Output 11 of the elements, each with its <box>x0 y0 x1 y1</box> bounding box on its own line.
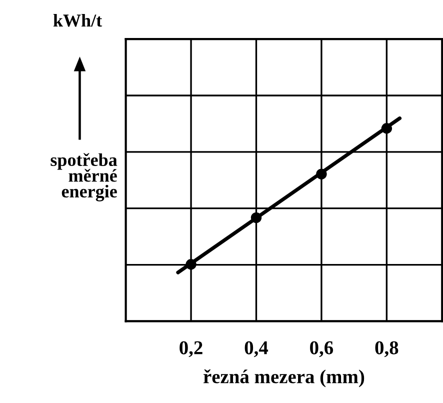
x-tick-label: 0,8 <box>375 341 398 358</box>
x-tick-label: 0,2 <box>180 341 202 358</box>
y-axis-title: spotřeba měrné energie <box>50 153 118 202</box>
x-tick-label: 0,6 <box>310 341 334 358</box>
point <box>250 212 262 224</box>
x-tick-label: 0,4 <box>244 341 268 358</box>
point <box>186 259 196 270</box>
x-axis-title: řezná mezera (mm) <box>204 369 364 388</box>
text: kWh/t <box>53 14 102 27</box>
point <box>381 123 392 134</box>
point <box>316 168 327 180</box>
